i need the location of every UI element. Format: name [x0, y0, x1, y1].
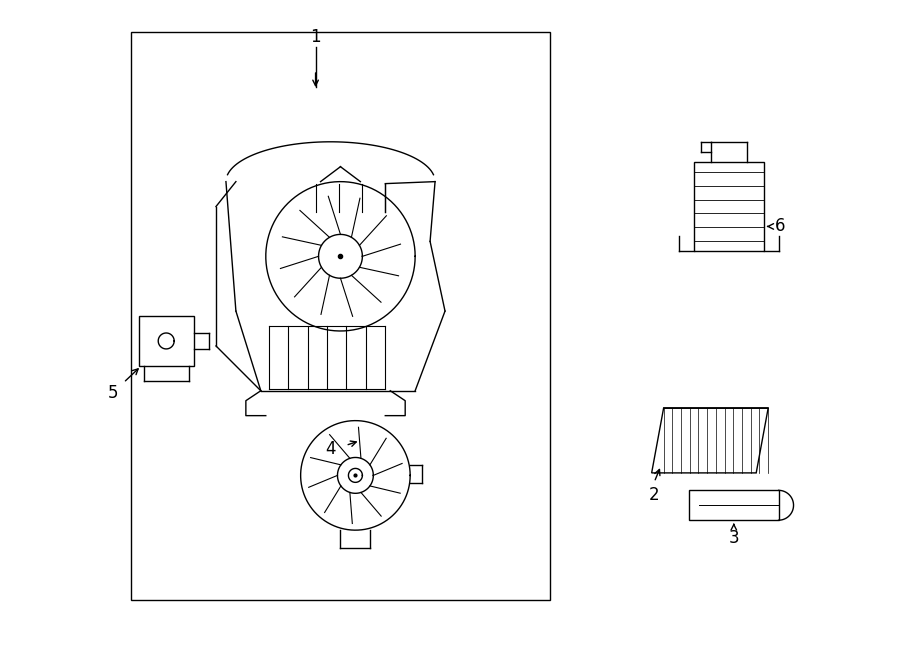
Text: 1: 1 — [310, 28, 321, 46]
Text: 2: 2 — [649, 486, 660, 504]
Text: 3: 3 — [728, 529, 739, 547]
Bar — [694, 162, 764, 251]
Bar — [131, 32, 550, 600]
Text: 5: 5 — [108, 384, 119, 402]
Text: 6: 6 — [776, 217, 786, 235]
Text: 4: 4 — [325, 440, 336, 457]
Bar — [139, 316, 194, 366]
Bar — [689, 490, 778, 520]
